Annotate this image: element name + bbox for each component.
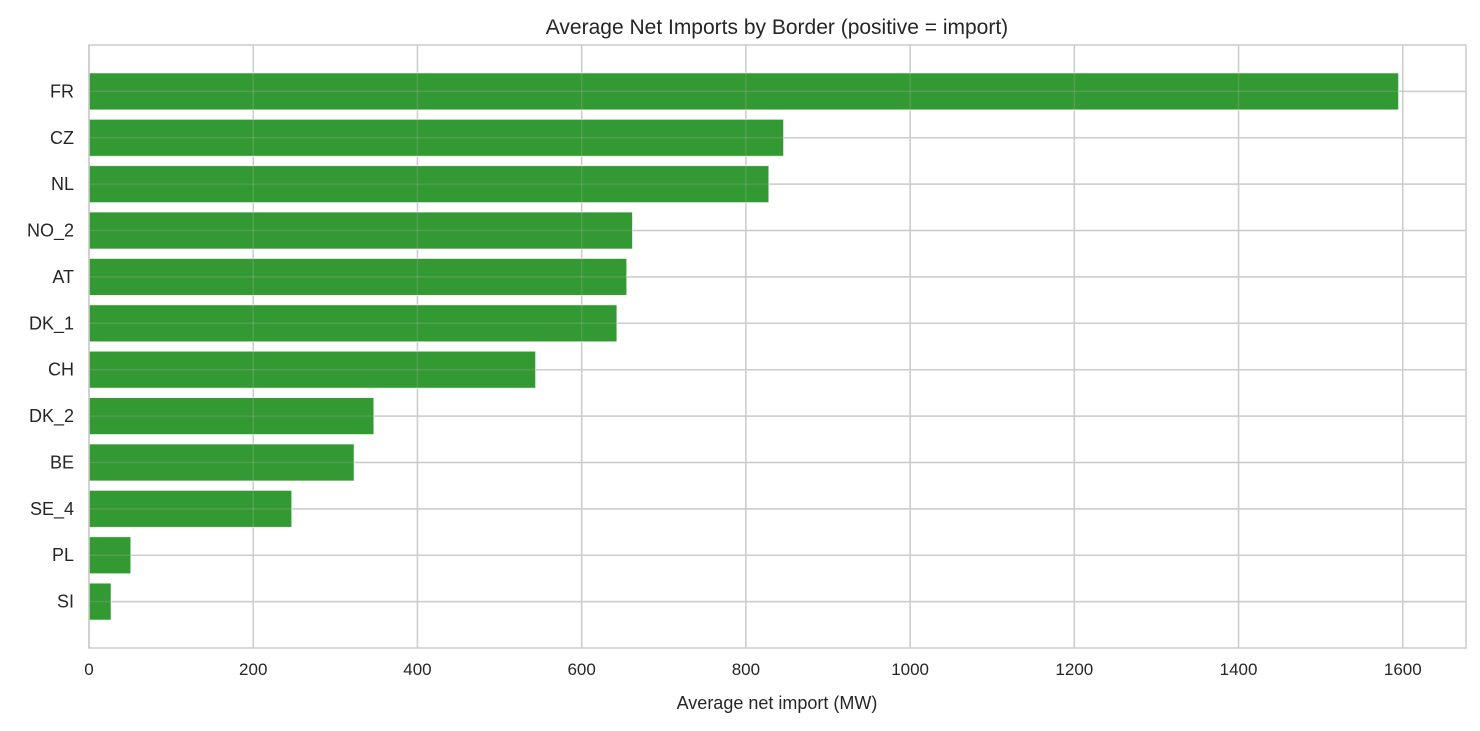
bar-at — [88, 257, 628, 296]
bar-cz — [88, 118, 785, 157]
y-tick-label: SE_4 — [30, 499, 74, 520]
y-tick-label: PL — [52, 545, 74, 565]
grid-overlay — [88, 45, 1466, 648]
y-tick-label: CZ — [50, 128, 74, 148]
y-tick-label: DK_1 — [29, 313, 74, 334]
bar-fr — [88, 72, 1400, 111]
x-tick-label: 1000 — [891, 660, 929, 679]
y-tick-label: AT — [52, 267, 74, 287]
y-tick-label: BE — [50, 452, 74, 472]
y-tick-label: CH — [48, 360, 74, 380]
x-tick-label: 1600 — [1384, 660, 1422, 679]
y-tick-label: NO_2 — [27, 221, 74, 242]
x-tick-label: 200 — [239, 660, 267, 679]
bar-dk_1 — [88, 304, 618, 343]
plot-frame — [88, 44, 1467, 649]
x-axis-label: Average net import (MW) — [677, 693, 878, 713]
x-tick-label: 1200 — [1055, 660, 1093, 679]
bar-be — [88, 443, 355, 482]
y-tick-label: SI — [57, 592, 74, 612]
x-tick-label: 1400 — [1220, 660, 1258, 679]
x-tick-labels: 0 200 400 600 800 1000 1200 1400 1600 — [84, 660, 1421, 679]
bar-ch — [88, 350, 537, 389]
bar-nl — [88, 165, 770, 204]
bar-pl — [88, 536, 132, 575]
bar-dk_2 — [88, 397, 375, 436]
x-tick-label: 0 — [84, 660, 93, 679]
bar-no_2 — [88, 211, 634, 250]
bars — [88, 72, 1400, 621]
x-tick-label: 400 — [403, 660, 431, 679]
x-tick-label: 800 — [732, 660, 760, 679]
y-tick-label: NL — [51, 174, 74, 194]
y-tick-labels: FR CZ NL NO_2 AT DK_1 CH DK_2 BE SE_4 PL SI — [27, 81, 74, 611]
x-tick-label: 600 — [567, 660, 595, 679]
chart-title: Average Net Imports by Border (positive … — [546, 16, 1008, 39]
y-tick-label: DK_2 — [29, 406, 74, 427]
bar-se_4 — [88, 489, 293, 528]
y-tick-label: FR — [50, 81, 74, 101]
